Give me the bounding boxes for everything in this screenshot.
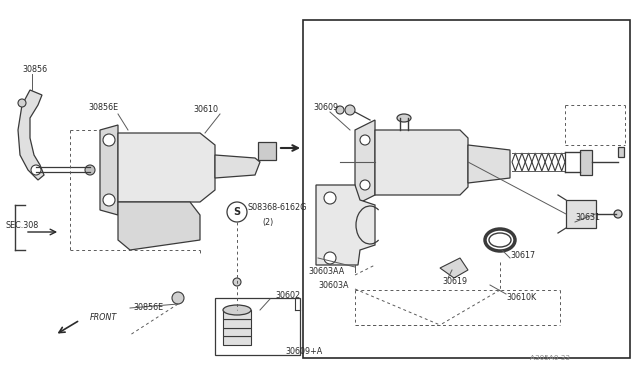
- Circle shape: [324, 192, 336, 204]
- Circle shape: [172, 292, 184, 304]
- Bar: [223, 336, 251, 345]
- Circle shape: [233, 278, 241, 286]
- Text: 30610K: 30610K: [506, 294, 536, 302]
- Circle shape: [103, 134, 115, 146]
- Polygon shape: [375, 130, 468, 195]
- Text: 30603A: 30603A: [318, 280, 349, 289]
- Polygon shape: [18, 90, 44, 180]
- Circle shape: [336, 106, 344, 114]
- Text: 30631: 30631: [575, 214, 600, 222]
- Polygon shape: [118, 202, 200, 250]
- Polygon shape: [355, 120, 375, 205]
- Text: 30610: 30610: [193, 106, 218, 115]
- Text: A305A0 33: A305A0 33: [530, 355, 570, 361]
- Text: S: S: [234, 207, 241, 217]
- Ellipse shape: [489, 233, 511, 247]
- Circle shape: [18, 99, 26, 107]
- Polygon shape: [440, 258, 468, 278]
- Text: FRONT: FRONT: [90, 314, 117, 323]
- Bar: [223, 310, 251, 319]
- Bar: [223, 327, 251, 336]
- Ellipse shape: [223, 305, 251, 315]
- Circle shape: [85, 165, 95, 175]
- Bar: [258, 142, 276, 160]
- Text: 30856: 30856: [22, 65, 47, 74]
- Text: 30609+A: 30609+A: [285, 347, 323, 356]
- Circle shape: [31, 165, 41, 175]
- Circle shape: [360, 135, 370, 145]
- Bar: [618, 147, 624, 157]
- Bar: [580, 150, 592, 175]
- Text: 30602: 30602: [275, 291, 300, 299]
- Text: (2): (2): [262, 218, 273, 227]
- Circle shape: [324, 252, 336, 264]
- Circle shape: [227, 202, 247, 222]
- Bar: [566, 200, 596, 228]
- Polygon shape: [468, 145, 510, 183]
- Bar: [303, 20, 630, 358]
- Polygon shape: [316, 185, 375, 265]
- Text: 30609: 30609: [313, 103, 338, 112]
- Circle shape: [103, 194, 115, 206]
- Text: S08368-6162G: S08368-6162G: [248, 203, 307, 212]
- Polygon shape: [100, 125, 118, 215]
- Circle shape: [360, 180, 370, 190]
- Circle shape: [614, 210, 622, 218]
- Text: 30619: 30619: [442, 278, 467, 286]
- Polygon shape: [215, 155, 260, 178]
- Text: 30603AA: 30603AA: [308, 267, 344, 276]
- Text: 30856E: 30856E: [88, 103, 118, 112]
- Bar: [223, 319, 251, 327]
- Text: 30856E: 30856E: [133, 304, 163, 312]
- Circle shape: [345, 105, 355, 115]
- Text: 30617: 30617: [510, 250, 535, 260]
- Polygon shape: [118, 133, 215, 202]
- Ellipse shape: [397, 114, 411, 122]
- Text: SEC.308: SEC.308: [5, 221, 38, 231]
